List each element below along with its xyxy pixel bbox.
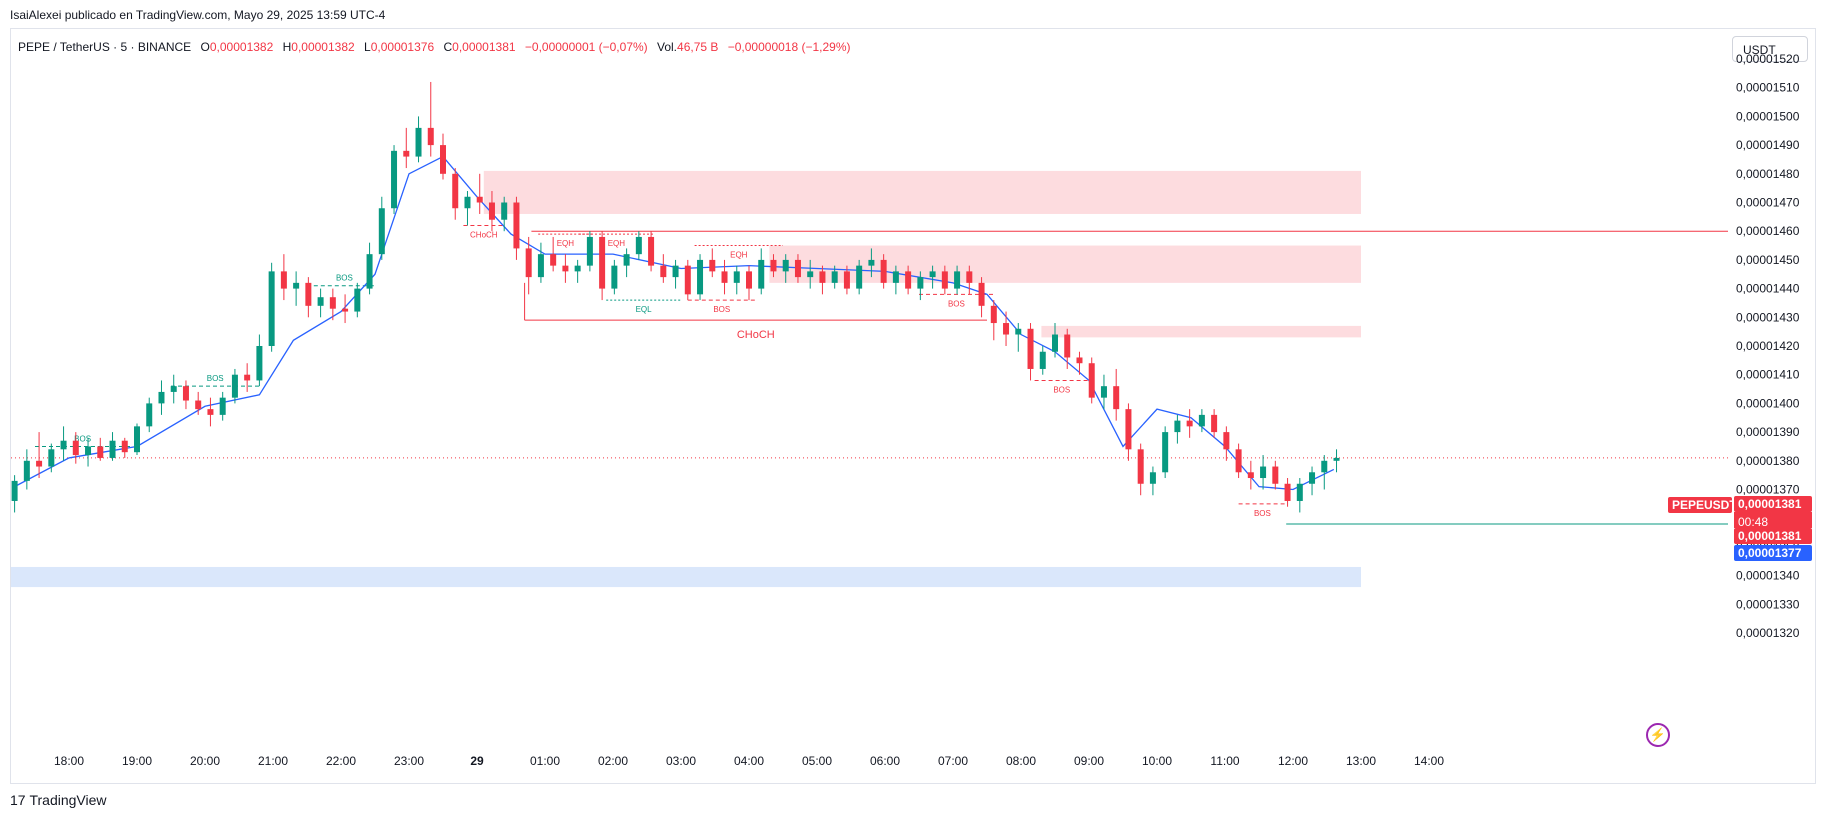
volume-label: Vol.	[657, 40, 678, 54]
published-info: IsaiAlexei publicado en TradingView.com,…	[10, 8, 386, 22]
tv-logo-mark: 17	[10, 792, 26, 808]
tv-logo-text: TradingView	[29, 792, 107, 808]
lightning-bolt-icon[interactable]: ⚡	[1646, 723, 1670, 747]
volume-change: −0,00000018 (−1,29%)	[727, 40, 851, 54]
low-label: L	[364, 40, 371, 54]
close-value: 0,00001381	[452, 40, 516, 54]
volume-value: 46,75 B	[677, 40, 719, 54]
low-value: 0,00001376	[370, 40, 435, 54]
high-label: H	[282, 40, 292, 54]
currency-select-button[interactable]: USDT	[1732, 36, 1808, 62]
change-value: −0,00000001 (−0,07%)	[524, 40, 648, 54]
open-value: 0,00001382	[209, 40, 274, 54]
symbol-legend: PEPE / TetherUS · 5 · BINANCE O0,0000138…	[18, 40, 851, 54]
chart-frame	[10, 28, 1816, 784]
close-label: C	[443, 40, 453, 54]
open-label: O	[200, 40, 210, 54]
tradingview-logo[interactable]: 17 TradingView	[10, 792, 107, 808]
symbol-name[interactable]: PEPE / TetherUS · 5 · BINANCE	[18, 40, 192, 54]
high-value: 0,00001382	[291, 40, 355, 54]
